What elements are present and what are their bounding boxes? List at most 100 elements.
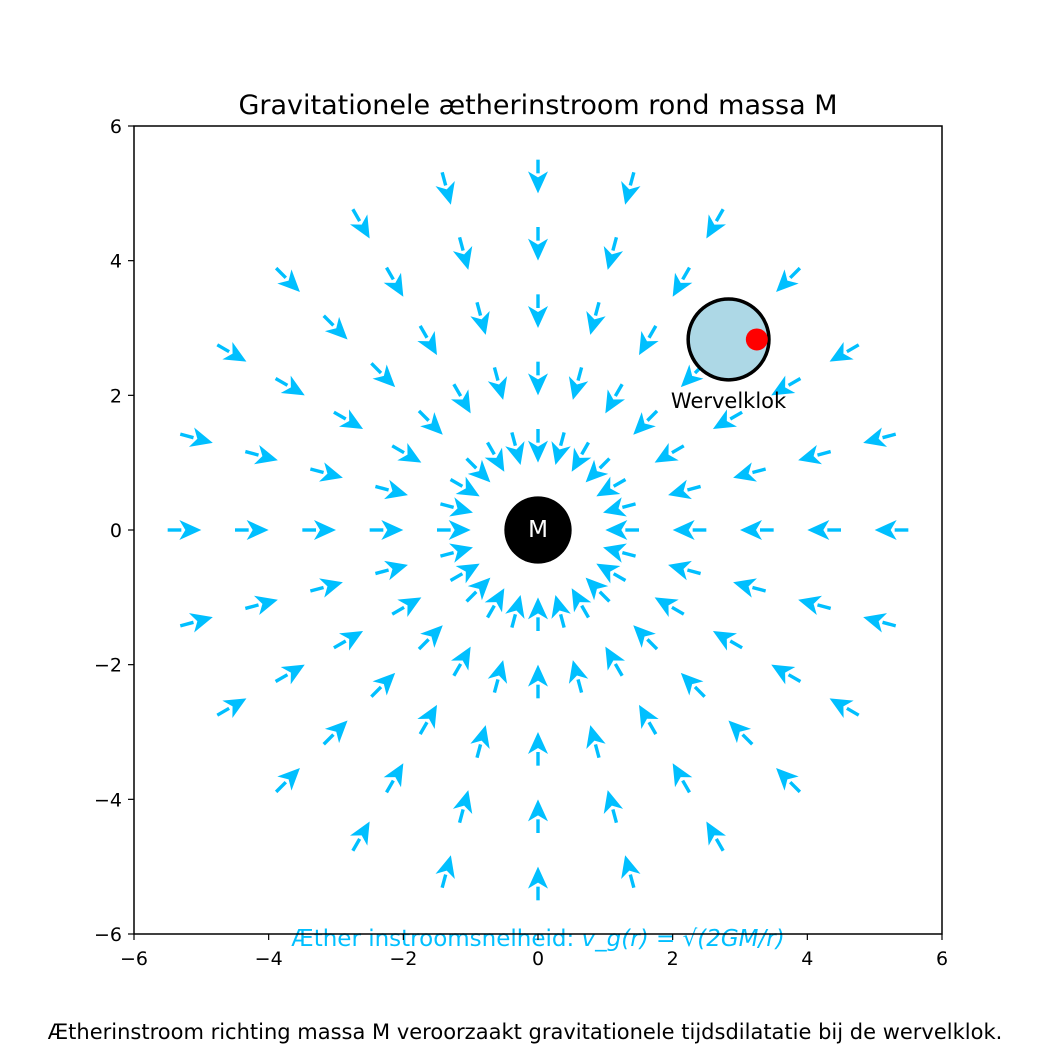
- flow-arrow: [672, 266, 693, 297]
- flow-arrow: [322, 314, 348, 340]
- flow-arrow: [309, 578, 343, 598]
- flow-arrow: [571, 441, 592, 472]
- flow-arrow: [621, 855, 641, 889]
- flow-arrow: [798, 595, 832, 616]
- flow-arrow: [470, 725, 490, 759]
- flow-arrow: [603, 236, 624, 270]
- flow-arrow: [274, 664, 305, 685]
- flow-arrow: [487, 366, 508, 400]
- vortex-clock-circle: [686, 297, 771, 382]
- x-tick-label: −6: [120, 948, 148, 970]
- flow-arrow: [728, 720, 754, 746]
- flow-arrow: [309, 462, 343, 482]
- flow-arrow: [274, 768, 300, 794]
- flow-arrow: [733, 578, 767, 598]
- flow-arrow: [771, 375, 802, 396]
- flow-arrow: [391, 597, 422, 617]
- flow-arrow: [528, 799, 548, 833]
- flow-arrow: [435, 171, 455, 205]
- flow-arrow: [417, 704, 437, 735]
- flow-arrow: [369, 520, 404, 540]
- flow-arrow: [596, 476, 627, 497]
- mass-m: M: [504, 496, 572, 564]
- flow-arrow: [633, 625, 659, 651]
- flow-arrow: [505, 595, 525, 628]
- flow-arrow: [633, 409, 659, 435]
- x-tick-label: 2: [667, 948, 679, 970]
- flow-arrow: [776, 266, 802, 292]
- x-tick-label: −4: [255, 948, 283, 970]
- flow-arrow: [465, 577, 491, 603]
- flow-arrow: [440, 497, 473, 517]
- flow-arrow: [370, 672, 396, 698]
- flow-arrow: [391, 443, 422, 463]
- flow-arrow: [179, 613, 213, 633]
- flow-arrow: [440, 543, 473, 563]
- flow-arrow: [654, 443, 685, 463]
- flow-arrow: [712, 409, 743, 429]
- flow-arrow: [668, 560, 702, 581]
- y-tick-label: −2: [94, 655, 122, 677]
- flow-arrow: [639, 704, 659, 735]
- formula-expression: v_g(r) = √(2GM/r): [582, 926, 785, 952]
- flow-arrow: [235, 520, 269, 540]
- flow-arrow: [465, 457, 491, 483]
- flow-arrow: [551, 595, 571, 628]
- flow-arrow: [528, 429, 548, 463]
- flow-arrow: [449, 563, 480, 584]
- flow-arrow: [586, 301, 606, 335]
- flow-arrow: [528, 866, 548, 901]
- flow-arrow: [603, 543, 636, 563]
- flow-arrow: [863, 613, 897, 633]
- flow-arrow: [771, 664, 802, 685]
- flow-arrow: [370, 362, 396, 388]
- flow-arrow: [528, 361, 548, 396]
- flow-arrow: [528, 227, 548, 261]
- flow-arrow: [706, 208, 726, 239]
- flow-arrow: [244, 595, 278, 616]
- flow-arrow: [621, 171, 641, 205]
- y-tick-label: 4: [110, 251, 122, 273]
- flow-arrow: [668, 479, 702, 500]
- flow-arrow: [528, 294, 548, 328]
- flow-arrow: [603, 790, 624, 824]
- flow-arrow: [451, 383, 471, 414]
- flow-arrow: [568, 366, 589, 400]
- vortex-clock-label: Wervelklok: [671, 389, 787, 413]
- flow-arrow: [274, 266, 300, 292]
- flow-arrow: [470, 301, 490, 335]
- axis-ticks: −6 −4 −2 0 2 4 6 −6 −4 −2 0 2 4 6: [94, 116, 948, 970]
- flow-arrow: [167, 520, 202, 540]
- flow-arrow: [605, 520, 639, 540]
- flow-arrow: [605, 646, 625, 677]
- flow-arrow: [333, 631, 364, 651]
- flow-arrow: [322, 720, 348, 746]
- y-tick-label: −6: [94, 924, 122, 946]
- mass-circle: [504, 496, 572, 564]
- flow-arrow: [829, 342, 860, 362]
- flow-arrow: [807, 520, 841, 540]
- flow-arrow: [586, 725, 606, 759]
- flow-arrow: [451, 646, 471, 677]
- flow-arrow: [528, 732, 548, 766]
- vortex-clock: Wervelklok: [671, 297, 787, 413]
- flow-arrow: [733, 462, 767, 482]
- flow-arrow: [374, 560, 408, 581]
- flow-arrow: [484, 588, 505, 619]
- flow-arrow: [417, 409, 443, 435]
- flow-arrow: [374, 479, 408, 500]
- flow-arrow: [452, 790, 473, 824]
- flow-arrow: [776, 768, 802, 794]
- flow-arrow: [350, 208, 370, 239]
- flow-arrow: [596, 563, 627, 584]
- flow-arrow: [417, 325, 437, 356]
- flow-arrow: [680, 672, 706, 698]
- x-tick-label: 6: [936, 948, 948, 970]
- flow-arrow: [449, 476, 480, 497]
- flow-arrow: [528, 597, 548, 631]
- flow-arrow: [484, 441, 505, 472]
- flow-arrow: [585, 457, 611, 483]
- flow-arrow: [302, 520, 336, 540]
- flow-arrow: [417, 625, 443, 651]
